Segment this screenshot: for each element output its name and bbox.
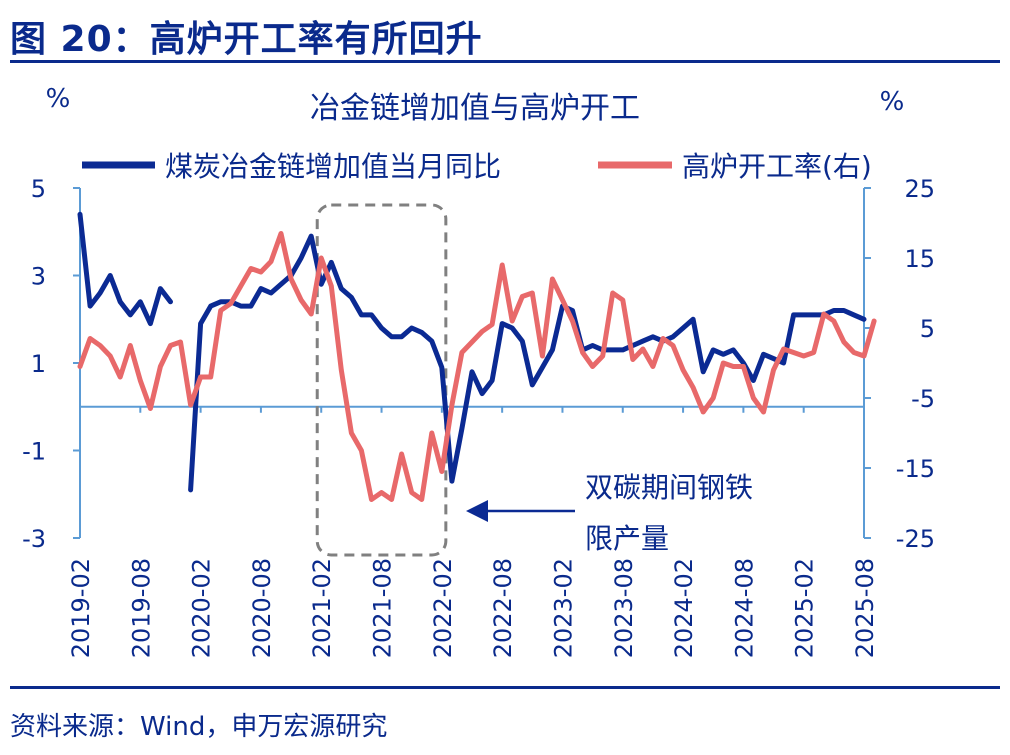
- bottom-rule: [10, 686, 1000, 689]
- right-tick-label: 25: [904, 175, 935, 203]
- x-tick-label: 2022-02: [429, 558, 457, 658]
- series-line-blast-furnace: [77, 231, 877, 502]
- source-note: 资料来源：Wind，申万宏源研究: [10, 712, 388, 742]
- series-layer: [77, 211, 877, 502]
- annotation-line-1: 双碳期间钢铁: [585, 471, 753, 504]
- legend-label-blue: 煤炭冶金链增加值当月同比: [165, 150, 501, 183]
- right-tick-label: -5: [911, 385, 935, 413]
- series-line-coal-metallurgy: [77, 211, 867, 493]
- x-tick-label: 2022-08: [489, 558, 517, 658]
- annotation-arrow-head: [466, 500, 488, 522]
- x-tick-label: 2020-08: [248, 558, 276, 658]
- x-tick-label: 2021-08: [369, 558, 397, 658]
- figure-title: 图 20：高炉开工率有所回升: [10, 19, 483, 60]
- x-tick-label: 2019-02: [67, 558, 95, 658]
- annotation-line-2: 限产量: [585, 522, 669, 555]
- x-tick-label: 2024-08: [730, 558, 758, 658]
- left-tick-label: 5: [31, 175, 46, 203]
- x-tick-label: 2025-02: [791, 558, 819, 658]
- chart-title: 冶金链增加值与高炉开工: [310, 91, 640, 126]
- x-tick-label: 2023-02: [549, 558, 577, 658]
- right-tick-label: -15: [896, 455, 935, 483]
- top-rule: [10, 60, 1000, 63]
- axes-layer: 5 3 1 -1 -3 25 15 5 -5 -15 -25 2019-02 2019-08 2020-0…: [22, 175, 935, 658]
- highlight-box: [315, 203, 448, 557]
- x-tick-label: 2019-08: [127, 558, 155, 658]
- x-tick-label: 2023-08: [610, 558, 638, 658]
- left-axis-unit: %: [46, 84, 71, 114]
- left-tick-label: 3: [31, 263, 46, 291]
- highlight-box-layer: [315, 203, 448, 557]
- legend-label-red: 高炉开工率(右): [682, 150, 872, 183]
- left-tick-label: 1: [31, 350, 46, 378]
- right-tick-label: 5: [920, 315, 935, 343]
- x-tick-label: 2020-02: [188, 558, 216, 658]
- x-tick-label: 2025-08: [851, 558, 879, 658]
- right-tick-label: -25: [896, 525, 935, 553]
- right-axis-unit: %: [880, 87, 905, 117]
- x-tick-label: 2024-02: [670, 558, 698, 658]
- left-tick-label: -3: [22, 525, 46, 553]
- right-tick-label: 15: [904, 245, 935, 273]
- chart-canvas: 冶金链增加值与高炉开工 % % 煤炭冶金链增加值当月同比 高炉开工率(右) 5 3…: [22, 84, 935, 658]
- x-tick-label: 2021-02: [308, 558, 336, 658]
- left-tick-label: -1: [22, 438, 46, 466]
